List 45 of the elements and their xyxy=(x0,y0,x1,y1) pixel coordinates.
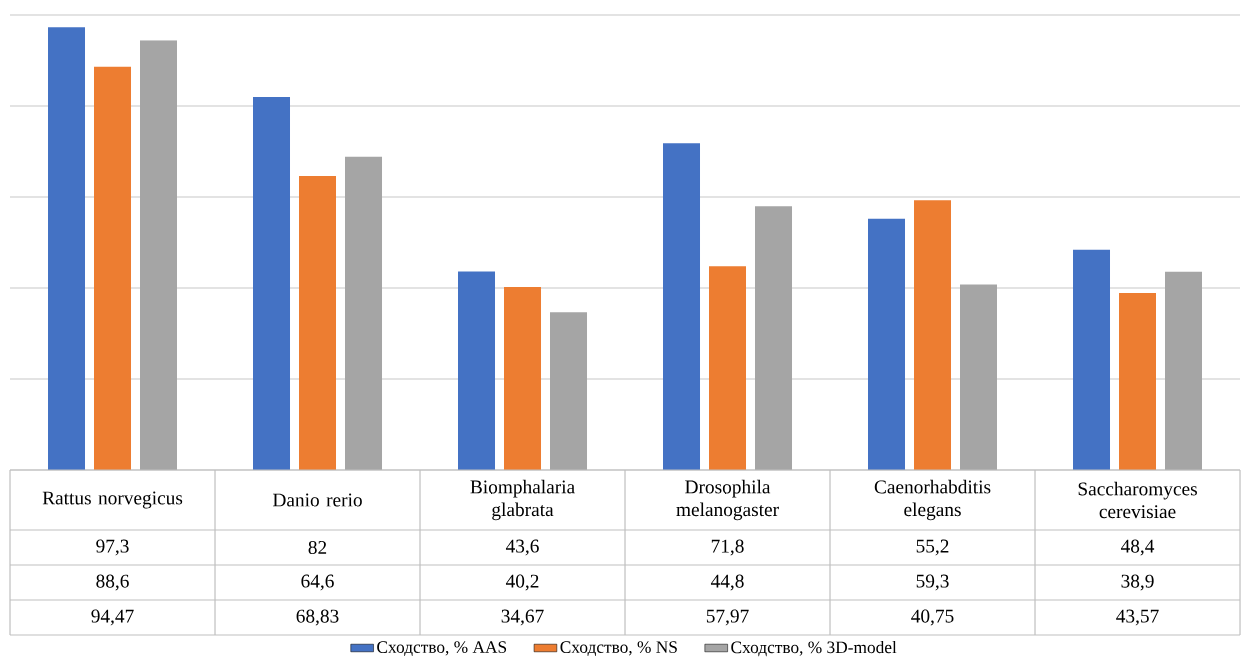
bar xyxy=(1073,249,1111,470)
bar xyxy=(960,284,998,470)
data-label: 57,97 xyxy=(706,609,749,626)
data-label: 82 xyxy=(308,540,327,554)
bar xyxy=(709,265,747,470)
bar xyxy=(504,286,542,470)
bar xyxy=(1165,271,1203,470)
bar xyxy=(345,156,383,470)
data-label: 94,47 xyxy=(91,609,134,626)
bar xyxy=(458,271,496,470)
bar xyxy=(299,175,336,470)
data-label: 59,3 xyxy=(916,574,949,591)
x-tick-label: Saccharomyces cerevisiae xyxy=(1078,481,1197,518)
bar xyxy=(253,96,290,470)
legend-label: Сходство, % AAS xyxy=(377,641,507,656)
x-tick-label: Drosophila melanogaster xyxy=(676,479,779,520)
data-label: 38,9 xyxy=(1121,574,1154,591)
data-label: 34,67 xyxy=(501,609,544,626)
legend-label: Сходство, % NS xyxy=(560,641,677,656)
legend-label: Сходство, % 3D-model xyxy=(731,640,897,657)
x-tick-label: Danio rerio xyxy=(272,493,362,507)
x-tick-label: Biomphalaria glabrata xyxy=(470,479,575,520)
bar xyxy=(48,27,86,470)
data-label: 71,8 xyxy=(711,539,744,556)
data-label: 88,6 xyxy=(96,574,129,591)
data-label: 40,2 xyxy=(505,574,539,591)
bar xyxy=(868,218,906,470)
bar xyxy=(663,143,701,470)
data-label: 55,2 xyxy=(916,539,949,556)
data-label: 43,6 xyxy=(505,539,539,556)
data-label: 40,75 xyxy=(911,609,954,626)
data-label: 64,6 xyxy=(301,574,334,591)
data-label: 68,83 xyxy=(296,609,339,626)
data-label: 43,57 xyxy=(1116,609,1159,626)
x-tick-label: Caenorhabditis elegans xyxy=(874,479,991,520)
bar xyxy=(755,206,793,470)
bar xyxy=(550,312,588,470)
bar xyxy=(140,39,177,470)
data-label: 48,4 xyxy=(1120,539,1155,556)
x-tick-label: Rattus norvegicus xyxy=(42,491,183,509)
data-label: 97,3 xyxy=(96,539,129,556)
bar xyxy=(1119,292,1157,470)
bar xyxy=(94,66,132,470)
data-label: 44,8 xyxy=(710,574,744,591)
bar xyxy=(914,200,952,470)
